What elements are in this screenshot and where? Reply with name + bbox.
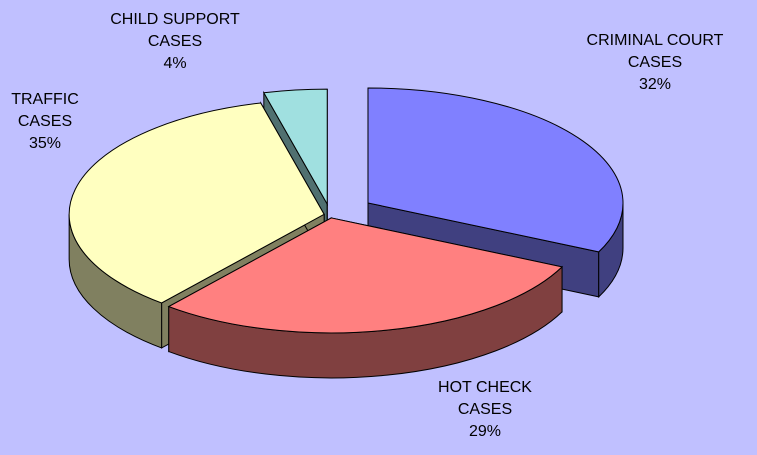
slice — [263, 88, 328, 206]
category-label: HOT CHECK CASES — [438, 379, 532, 418]
slice — [68, 102, 325, 304]
slice — [367, 87, 624, 253]
category-label: TRAFFIC CASES — [11, 91, 79, 130]
slice-label: HOT CHECK CASES 29% — [425, 377, 545, 443]
value-label: 35% — [28, 135, 62, 152]
slice-label: CHILD SUPPORT CASES 4% — [95, 9, 255, 75]
slice-label: CRIMINAL COURT CASES 32% — [555, 30, 755, 96]
category-label: CRIMINAL COURT CASES — [586, 32, 724, 71]
value-label: 32% — [638, 76, 672, 93]
value-label: 29% — [468, 423, 502, 440]
slice — [167, 217, 564, 334]
value-label: 4% — [163, 55, 187, 72]
category-label: CHILD SUPPORT CASES — [110, 11, 240, 50]
slice-label: TRAFFIC CASES 35% — [5, 89, 85, 155]
